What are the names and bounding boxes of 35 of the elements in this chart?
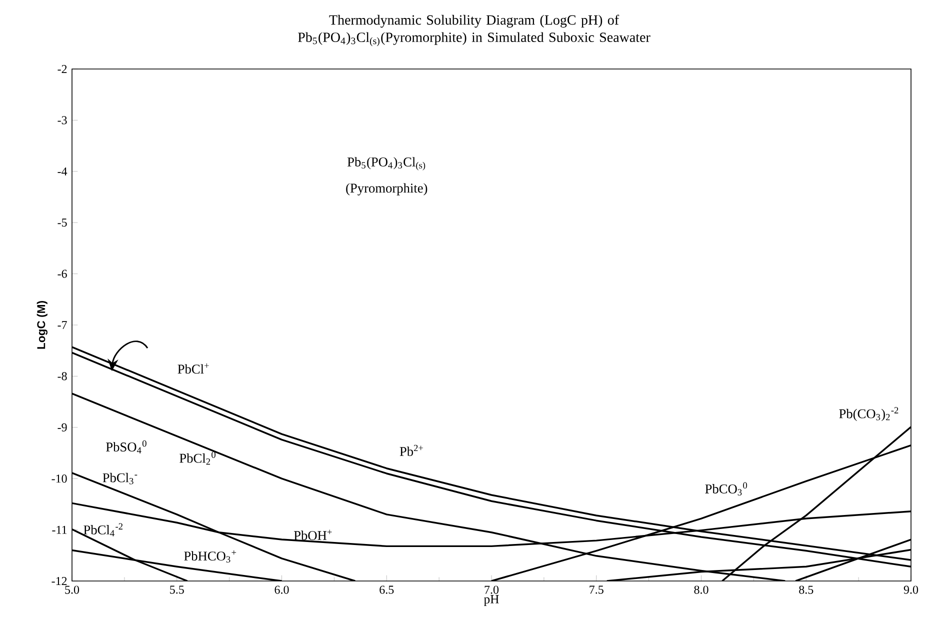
annotation: (Pyromorphite) [346, 183, 428, 196]
chart-title: Thermodynamic Solubility Diagram (LogC pH) of Pb$_{5}$(PO$_{4}$)$_{3}$Cl$_{(s)}$(Pyromorphite) in Simulated Suboxic Seawater [298, 14, 650, 46]
annotation: Pb(CO$_{3}$)$_{2}$-2 [839, 407, 898, 422]
annotation: PbHCO$_{3}$+ [184, 550, 236, 563]
annotation: Pb$_{5}$(PO$_{4}$)$_{3}$Cl$_{(s)}$ [347, 157, 426, 170]
x-tick-label: 8.5 [799, 586, 814, 594]
x-tick-label: 6.0 [274, 586, 289, 594]
annotation: PbCl$_{2}$0 [180, 452, 216, 465]
annotation: PbCl$_{4}$-2 [84, 523, 122, 536]
y-tick-label: -4 [58, 167, 68, 176]
y-axis-title: LogC (M) [36, 301, 48, 349]
y-tick-label: -2 [58, 65, 67, 73]
x-tick-label: 8.0 [694, 586, 708, 594]
y-tick-label: -9 [58, 423, 67, 432]
annotation: Pb$^{2+}$ [400, 444, 424, 456]
x-tick-label: 7.5 [590, 586, 604, 594]
y-tick-label: -11 [52, 526, 67, 534]
annotation: PbCl$_{3}$- [102, 472, 138, 484]
x-axis-title: pH [484, 595, 499, 606]
annotation: PbSO$_{4}$0 [106, 440, 146, 454]
annotation: PbCl$^{+}$ [178, 363, 209, 374]
y-tick-label: -12 [52, 577, 67, 585]
y-tick-label: -5 [58, 218, 67, 227]
x-tick-label: 6.5 [380, 586, 394, 594]
y-tick-label: -7 [58, 321, 67, 329]
annotation: PbOH$^{+}$ [294, 530, 332, 540]
x-tick-label: 5.5 [170, 586, 184, 594]
y-tick-label: -3 [58, 116, 67, 124]
y-tick-label: -8 [58, 372, 67, 380]
y-tick-label: -6 [58, 270, 67, 278]
annotation: PbCO$_{3}$0 [705, 482, 748, 496]
x-tick-label: 9.0 [904, 586, 918, 594]
x-tick-label: 7.0 [484, 586, 499, 594]
x-tick-label: 5.0 [65, 586, 80, 594]
y-tick-label: -10 [52, 474, 67, 483]
